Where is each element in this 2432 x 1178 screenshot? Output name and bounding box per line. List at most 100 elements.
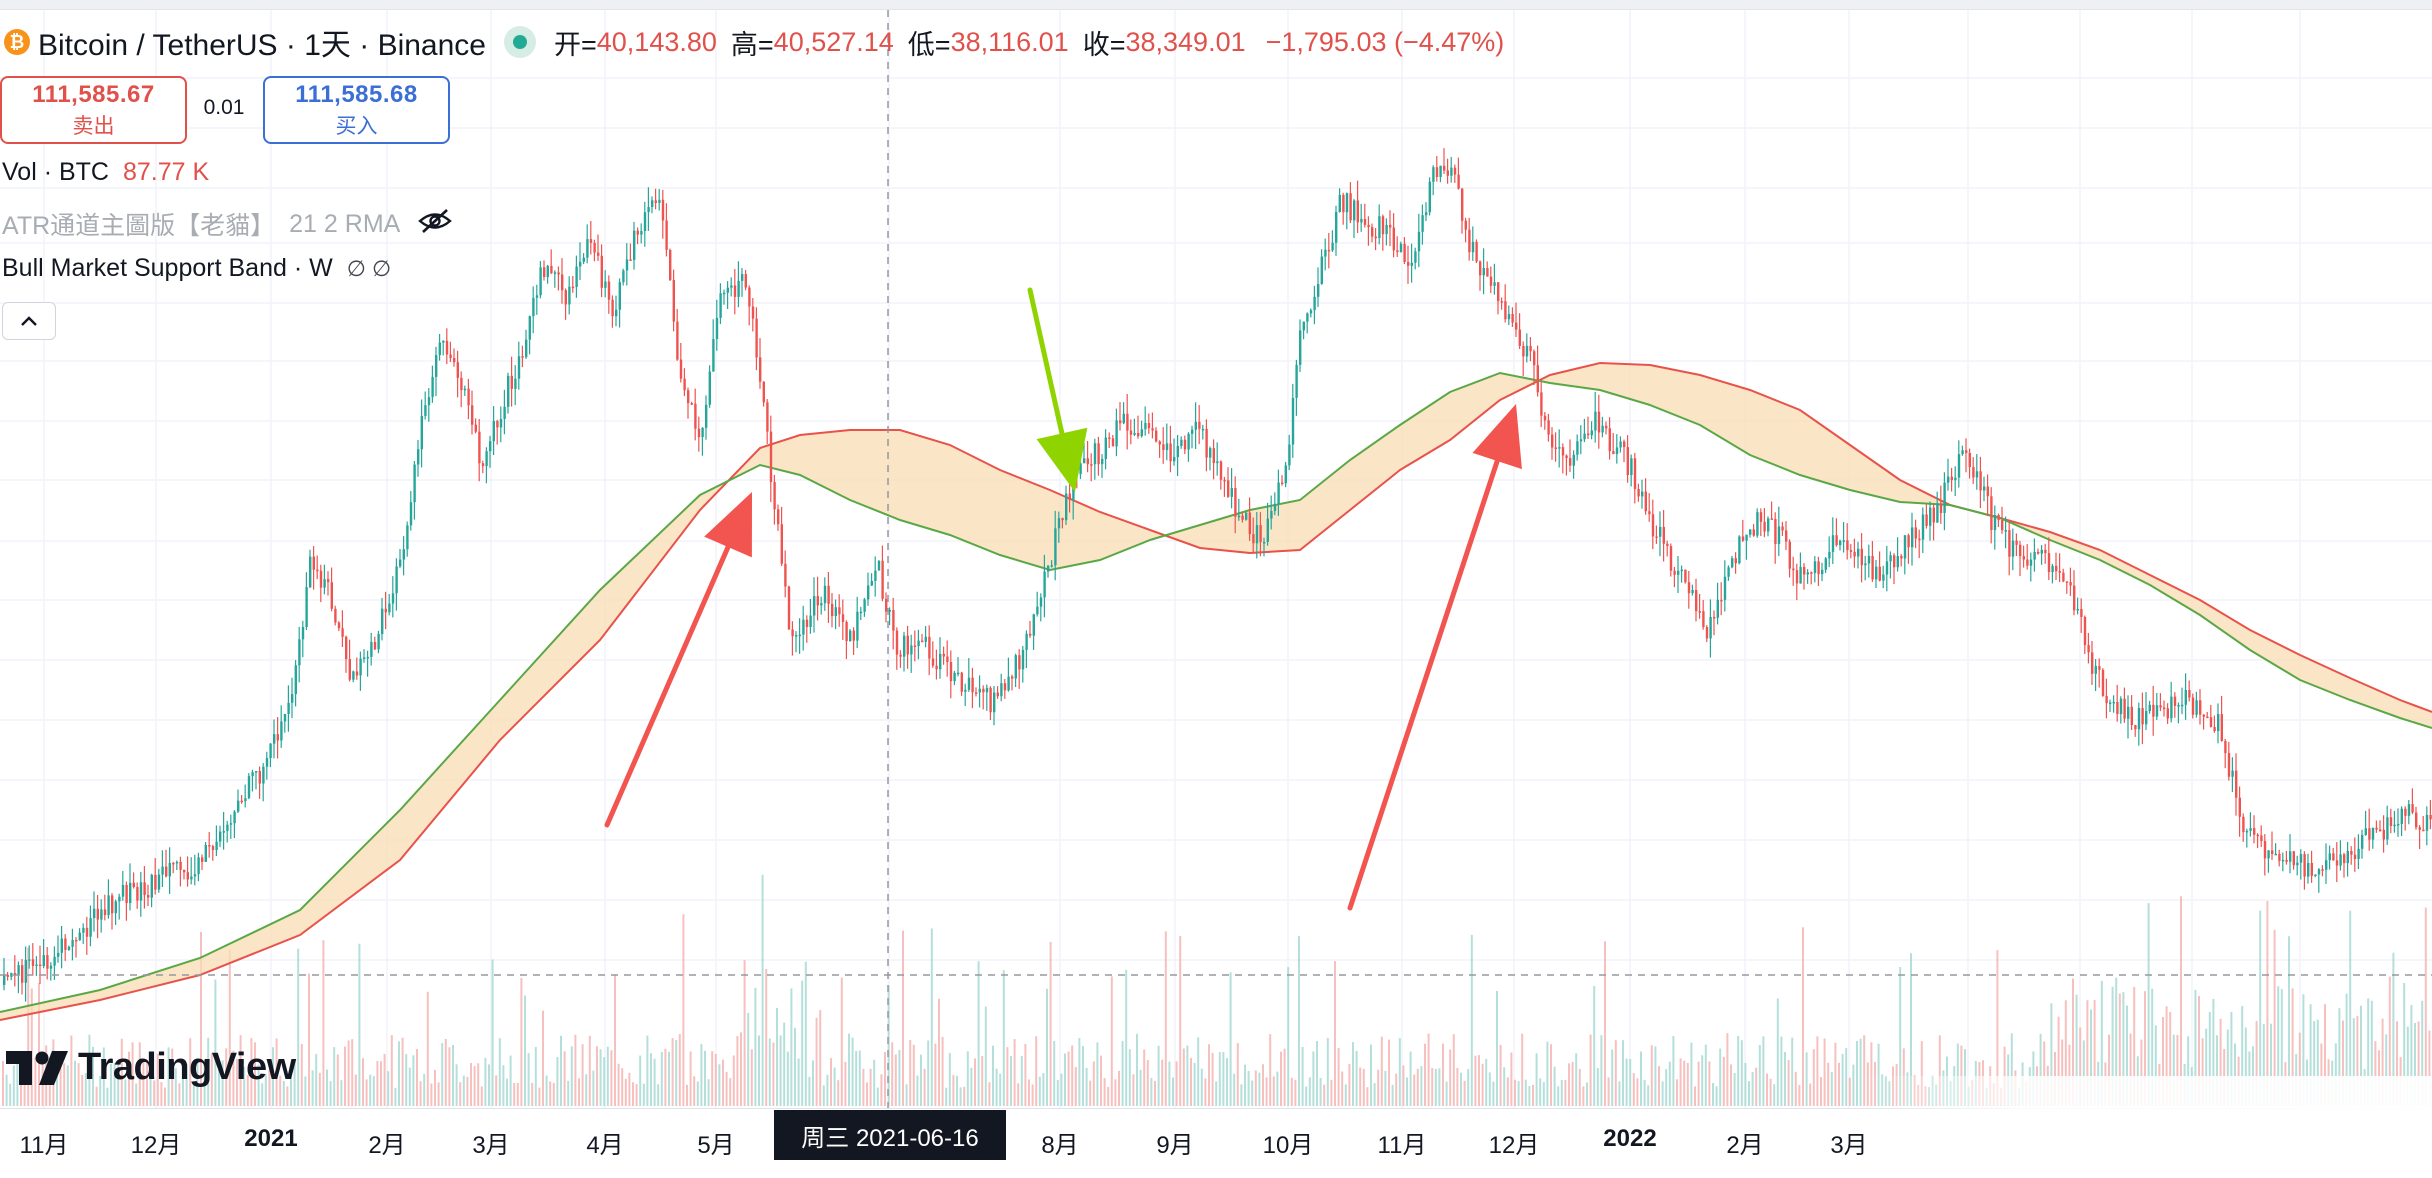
volume-bar (819, 1010, 822, 1106)
candle-body (2213, 727, 2216, 732)
volume-bar (264, 1074, 267, 1106)
candle-body (2353, 854, 2357, 859)
volume-bar (1517, 1081, 1520, 1106)
candle-body (1500, 301, 1503, 303)
volume-bar (596, 1046, 598, 1106)
candle-body (690, 403, 693, 405)
sell-button[interactable]: 111,585.67 卖出 (0, 76, 187, 144)
volume-bar (2259, 910, 2262, 1106)
candle-body (481, 463, 485, 467)
volume-bar (2288, 936, 2290, 1106)
time-axis-label: 2月 (368, 1132, 406, 1159)
candle-body (2343, 854, 2346, 864)
volume-bar (1125, 969, 1128, 1106)
volume-bar (1132, 1074, 1135, 1106)
volume-bar (779, 1035, 782, 1106)
volume-bar (254, 1042, 256, 1106)
volume-bar (1586, 1082, 1588, 1106)
volume-bar (2, 1061, 4, 1106)
candle-body (2393, 824, 2396, 827)
candle-body (1507, 314, 1511, 320)
volume-bar (1582, 1086, 1585, 1106)
candle-body (1133, 432, 1136, 435)
candle-body (1108, 437, 1111, 440)
buy-price: 111,585.68 (295, 80, 418, 108)
volume-bar (2349, 910, 2352, 1106)
candle-body (2127, 706, 2130, 719)
atr-indicator-legend[interactable]: ATR通道主圖版【老貓】 21 2 RMA (2, 206, 453, 242)
symbol-title[interactable]: Bitcoin / TetherUS · 1天 · Binance (38, 29, 486, 62)
candle-body (1029, 633, 1032, 636)
candle-body (885, 598, 888, 612)
bull-market-support-band-legend[interactable]: Bull Market Support Band · W ∅ ∅ (2, 254, 391, 283)
hidden-eye-icon[interactable] (418, 208, 453, 241)
volume-bar (398, 1041, 400, 1106)
volume-bar (2072, 978, 2074, 1106)
volume-bar (1049, 941, 1052, 1106)
candle-body (64, 938, 67, 950)
candle-body (427, 397, 431, 406)
volume-bar (1348, 1063, 1351, 1106)
candle-body (863, 599, 866, 612)
volume-bar (2241, 1005, 2244, 1106)
candle-body (1774, 518, 1777, 545)
volume-bar (1776, 998, 1779, 1106)
candle-body (780, 524, 783, 564)
candle-body (17, 965, 20, 975)
volume-bar (88, 1034, 91, 1106)
bull-market-band-ema-line (0, 371, 2432, 1013)
candle-body (777, 509, 780, 525)
candle-body (651, 200, 654, 207)
volume-indicator-legend[interactable]: Vol · BTC 87.77 K (2, 158, 209, 187)
candle-body (607, 281, 611, 300)
candle-body (53, 956, 56, 966)
volume-bar (2360, 1005, 2362, 1106)
tradingview-logo[interactable]: TradingView (6, 1046, 296, 1089)
volume-bar (1312, 1051, 1315, 1106)
volume-bar (1226, 1058, 1228, 1106)
candle-body (2335, 860, 2339, 866)
volume-bar (412, 1055, 415, 1106)
candle-body (1504, 301, 1507, 320)
candle-body (1900, 555, 1903, 559)
candle-body (2188, 690, 2191, 698)
volume-bar (221, 1060, 224, 1106)
candle-body (1306, 313, 1309, 322)
volume-bar (2356, 1015, 2359, 1106)
candle-body (1767, 518, 1770, 532)
volume-bar (1355, 1050, 1358, 1106)
volume-bar (1118, 1070, 1120, 1106)
volume-bar (2205, 1028, 2208, 1106)
volume-bar (1478, 1055, 1480, 1106)
candle-body (1695, 590, 1698, 612)
candle-body (1914, 527, 1917, 539)
candle-body (1648, 511, 1651, 515)
volume-bar (1589, 1034, 1592, 1106)
volume-bar (448, 1047, 451, 1106)
volume-bar (844, 1061, 847, 1106)
candle-body (1126, 413, 1129, 431)
candle-body (2253, 828, 2256, 835)
volume-bar (1661, 1081, 1664, 1106)
volume-bar (2208, 1011, 2211, 1106)
candle-body (1939, 503, 1943, 513)
volume-bar (1164, 931, 1167, 1106)
volume-bar (174, 1068, 177, 1106)
collapse-legend-button[interactable] (2, 302, 56, 340)
volume-bar (650, 1053, 652, 1106)
volume-bar (2039, 1033, 2042, 1106)
candle-body (1252, 534, 1255, 544)
volume-bar (804, 961, 807, 1106)
candle-body (1432, 167, 1435, 182)
volume-bar (160, 1082, 163, 1106)
candle-body (1111, 438, 1115, 447)
volume-bar (2230, 1011, 2233, 1106)
volume-bar (2385, 1034, 2388, 1106)
candle-body (1957, 454, 1961, 478)
volume-bar (2392, 952, 2395, 1106)
volume-bar (1398, 1038, 1401, 1106)
candle-body (1687, 582, 1691, 594)
volume-bar (585, 1074, 588, 1106)
buy-button[interactable]: 111,585.68 买入 (263, 76, 450, 144)
